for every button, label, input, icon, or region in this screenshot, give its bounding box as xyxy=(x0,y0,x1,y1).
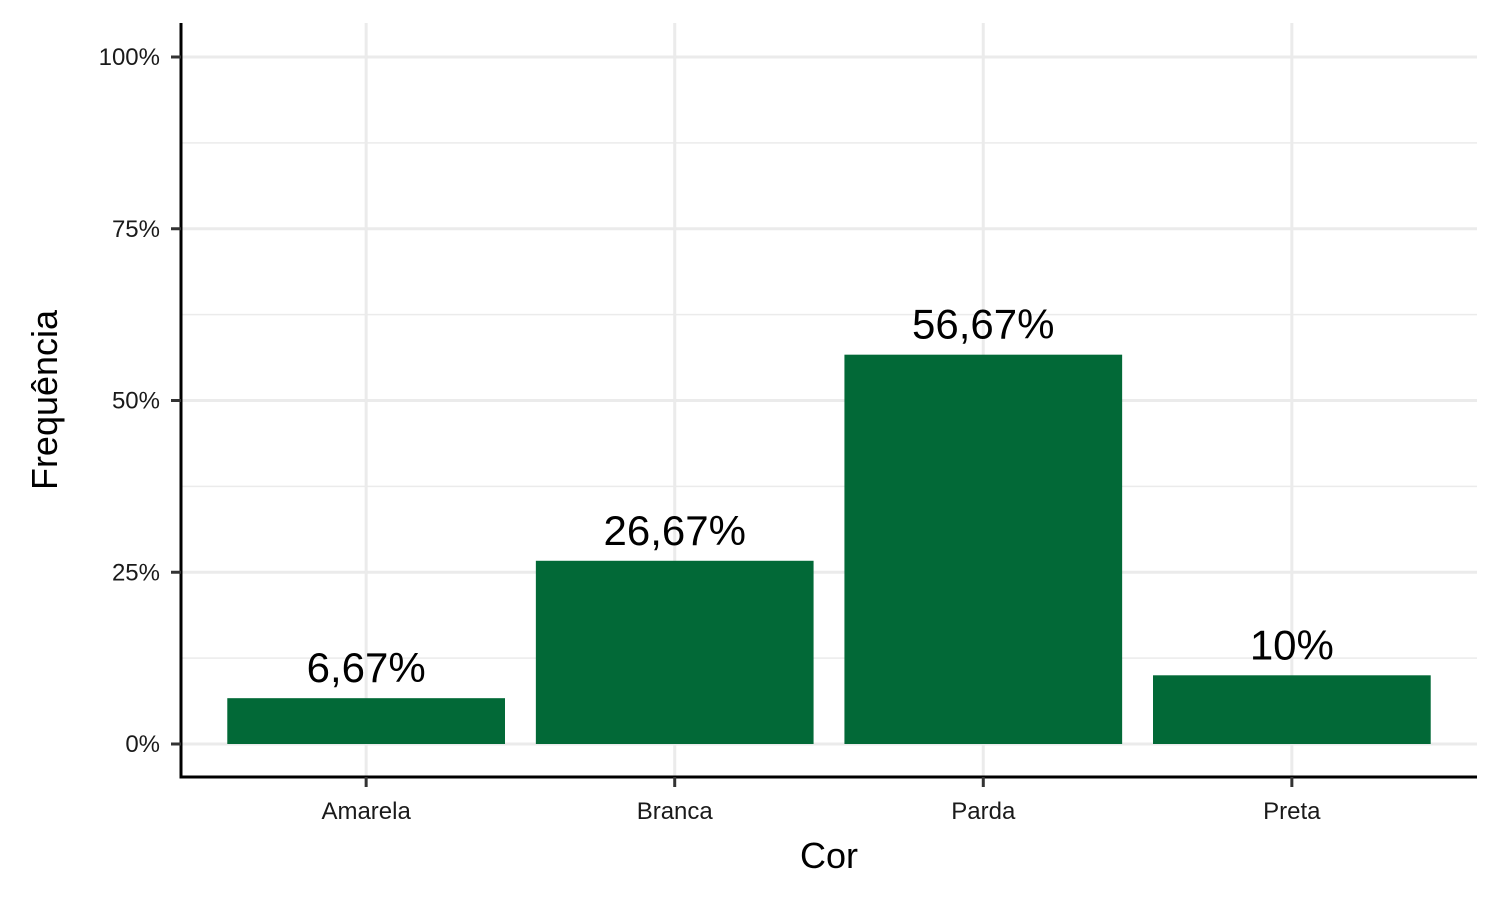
data-label: 56,67% xyxy=(912,301,1054,348)
grid-lines xyxy=(181,23,1477,777)
x-tick-label: Parda xyxy=(951,798,1016,825)
data-labels: 6,67% 26,67% 56,67% 10% xyxy=(307,301,1334,692)
y-tick-label: 50% xyxy=(112,388,160,415)
bar-amarela xyxy=(227,698,506,744)
data-label: 6,67% xyxy=(307,644,426,691)
data-label: 26,67% xyxy=(603,507,745,554)
data-label: 10% xyxy=(1250,621,1334,668)
axes: 0% 25% 50% 75% 100% Amarela Branca Parda Preta xyxy=(99,23,1477,825)
y-tick-label: 75% xyxy=(112,216,160,243)
bar-parda xyxy=(844,354,1123,744)
bar-preta xyxy=(1153,675,1431,744)
x-axis-title: Cor xyxy=(800,835,858,876)
y-tick-label: 100% xyxy=(99,44,160,71)
y-tick-label: 25% xyxy=(112,559,160,586)
x-tick-label: Amarela xyxy=(321,798,411,825)
bars xyxy=(227,354,1431,744)
y-axis-title: Frequência xyxy=(24,309,65,490)
y-tick-label: 0% xyxy=(125,731,160,758)
x-tick-label: Branca xyxy=(637,798,714,825)
x-tick-label: Preta xyxy=(1263,798,1321,825)
bar-branca xyxy=(535,560,814,744)
